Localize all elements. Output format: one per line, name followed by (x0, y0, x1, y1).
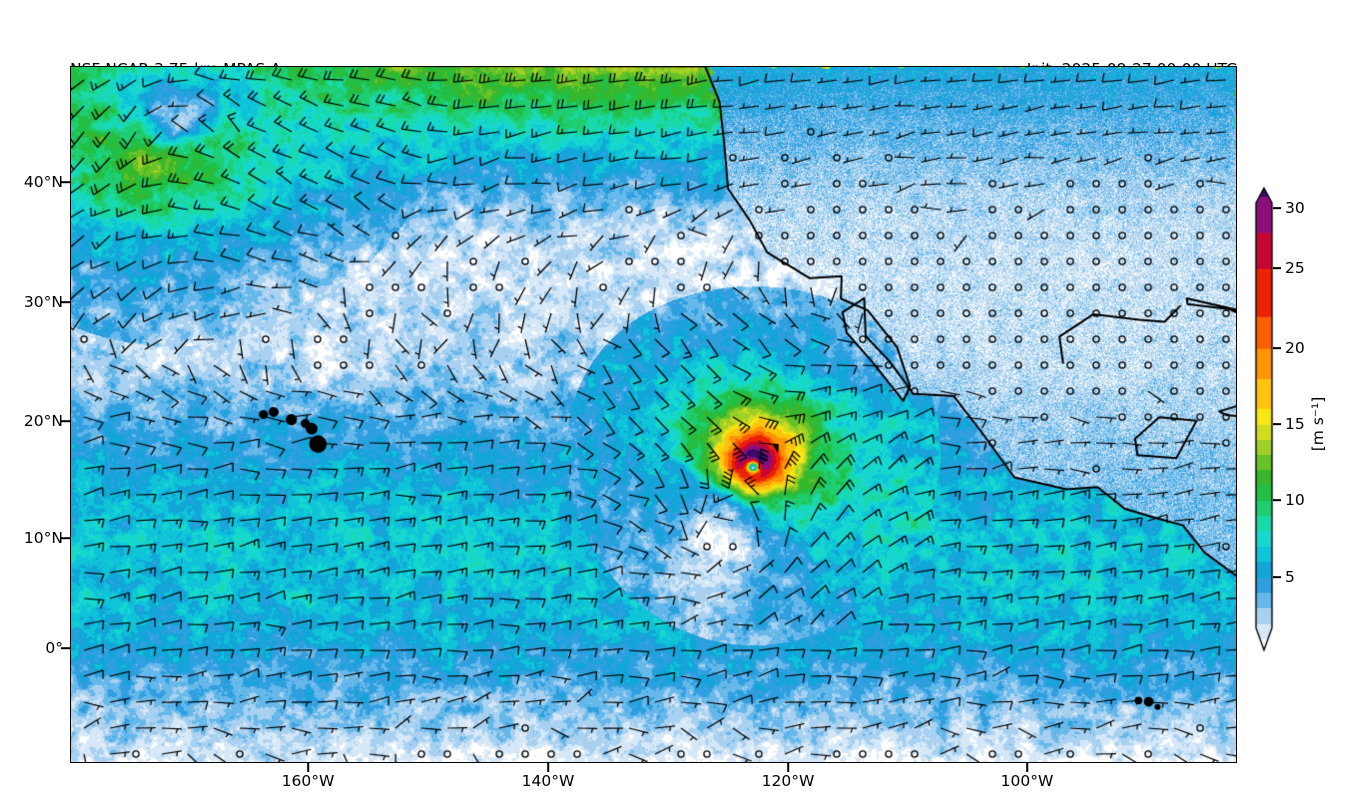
colorbar-label-15: 15 (1285, 415, 1305, 433)
x-label-160w: 160°W (281, 772, 335, 790)
y-tick-10n (61, 537, 70, 539)
colorbar-gradient (1253, 186, 1275, 652)
y-label-20n: 20°N (23, 412, 63, 430)
colorbar-unit-label: [m s⁻¹] (1309, 396, 1327, 452)
x-tick-160w (307, 763, 309, 772)
x-tick-100w (1026, 763, 1028, 772)
colorbar-tick-25 (1273, 267, 1281, 269)
colorbar-tick-20 (1273, 347, 1281, 349)
colorbar-tick-30 (1273, 207, 1281, 209)
x-label-120w: 120°W (761, 772, 815, 790)
y-tick-20n (61, 420, 70, 422)
colorbar-label-30: 30 (1285, 199, 1305, 217)
y-tick-40n (61, 181, 70, 183)
y-tick-30n (61, 301, 70, 303)
colorbar-tick-5 (1273, 576, 1281, 578)
colorbar-tick-10 (1273, 499, 1281, 501)
y-label-10n: 10°N (23, 529, 63, 547)
x-tick-120w (787, 763, 789, 772)
wind-speed-field (71, 67, 1236, 762)
y-label-0: 0° (45, 639, 63, 657)
colorbar-tick-15 (1273, 423, 1281, 425)
colorbar-label-20: 20 (1285, 339, 1305, 357)
x-label-140w: 140°W (521, 772, 575, 790)
colorbar (1253, 186, 1275, 652)
x-label-100w: 100°W (1000, 772, 1054, 790)
y-label-30n: 30°N (23, 293, 63, 311)
y-label-40n: 40°N (23, 173, 63, 191)
colorbar-label-25: 25 (1285, 259, 1305, 277)
colorbar-label-10: 10 (1285, 491, 1305, 509)
map-plot-area (70, 66, 1237, 763)
x-tick-140w (547, 763, 549, 772)
colorbar-label-5: 5 (1285, 568, 1295, 586)
y-tick-0 (61, 647, 70, 649)
